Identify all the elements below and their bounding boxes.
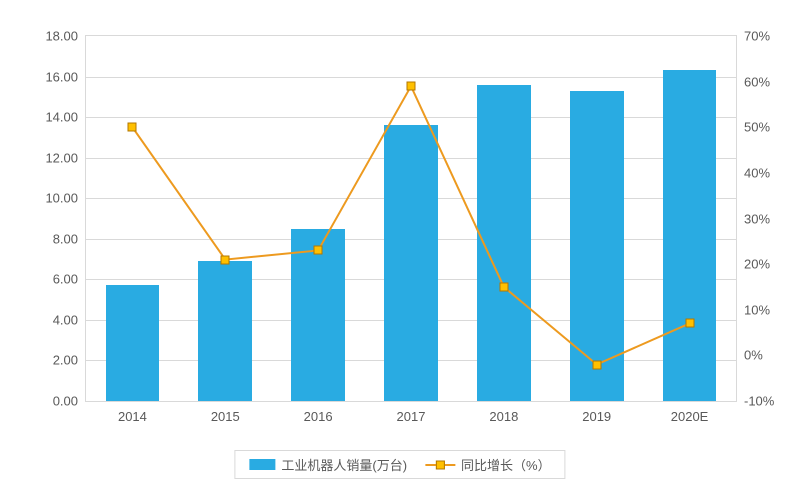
x-tick-label: 2015 (211, 401, 240, 424)
y-right-tick-label: 70% (736, 29, 770, 44)
y-left-tick-label: 4.00 (53, 312, 86, 327)
legend-bar-swatch (249, 459, 275, 470)
x-tick-label: 2018 (489, 401, 518, 424)
legend-bar-label: 工业机器人销量(万台) (281, 455, 407, 474)
plot-area: 0.002.004.006.008.0010.0012.0014.0016.00… (85, 35, 737, 402)
y-left-tick-label: 8.00 (53, 231, 86, 246)
line-marker (221, 255, 230, 264)
y-right-tick-label: 40% (736, 165, 770, 180)
legend: 工业机器人销量(万台) 同比增长（%） (234, 450, 565, 479)
x-tick-label: 2019 (582, 401, 611, 424)
line-series (86, 36, 736, 401)
line-marker (592, 360, 601, 369)
y-left-tick-label: 10.00 (45, 191, 86, 206)
line-marker (128, 123, 137, 132)
combo-chart: 0.00 2.00 4.00 6.00 8.00 10.00 12.00 14.00 16.00… (0, 0, 800, 500)
y-right-tick-label: 30% (736, 211, 770, 226)
x-tick-label: 2017 (397, 401, 426, 424)
y-left-tick-label: 18.00 (45, 29, 86, 44)
y-left-tick-label: 2.00 (53, 353, 86, 368)
line-marker (314, 246, 323, 255)
y-right-tick-label: 20% (736, 257, 770, 272)
line-marker (685, 319, 694, 328)
y-right-tick-label: 0% (736, 348, 763, 363)
legend-item-line: 同比增长（%） (425, 455, 551, 474)
y-left-tick-label: 12.00 (45, 150, 86, 165)
y-left-tick-label: 14.00 (45, 110, 86, 125)
y-left-tick-label: 16.00 (45, 69, 86, 84)
legend-line-label: 同比增长（%） (461, 455, 551, 474)
y-left-tick-label: 0.00 (53, 394, 86, 409)
x-tick-label: 2016 (304, 401, 333, 424)
x-tick-label: 2014 (118, 401, 147, 424)
y-right-tick-label: -10% (736, 394, 774, 409)
legend-item-bar: 工业机器人销量(万台) (249, 455, 407, 474)
y-left-tick-label: 6.00 (53, 272, 86, 287)
y-right-tick-label: 10% (736, 302, 770, 317)
legend-line-swatch (425, 459, 455, 471)
line-marker (499, 282, 508, 291)
x-tick-label: 2020E (671, 401, 709, 424)
y-right-tick-label: 50% (736, 120, 770, 135)
y-right-tick-label: 60% (736, 74, 770, 89)
line-marker (407, 82, 416, 91)
